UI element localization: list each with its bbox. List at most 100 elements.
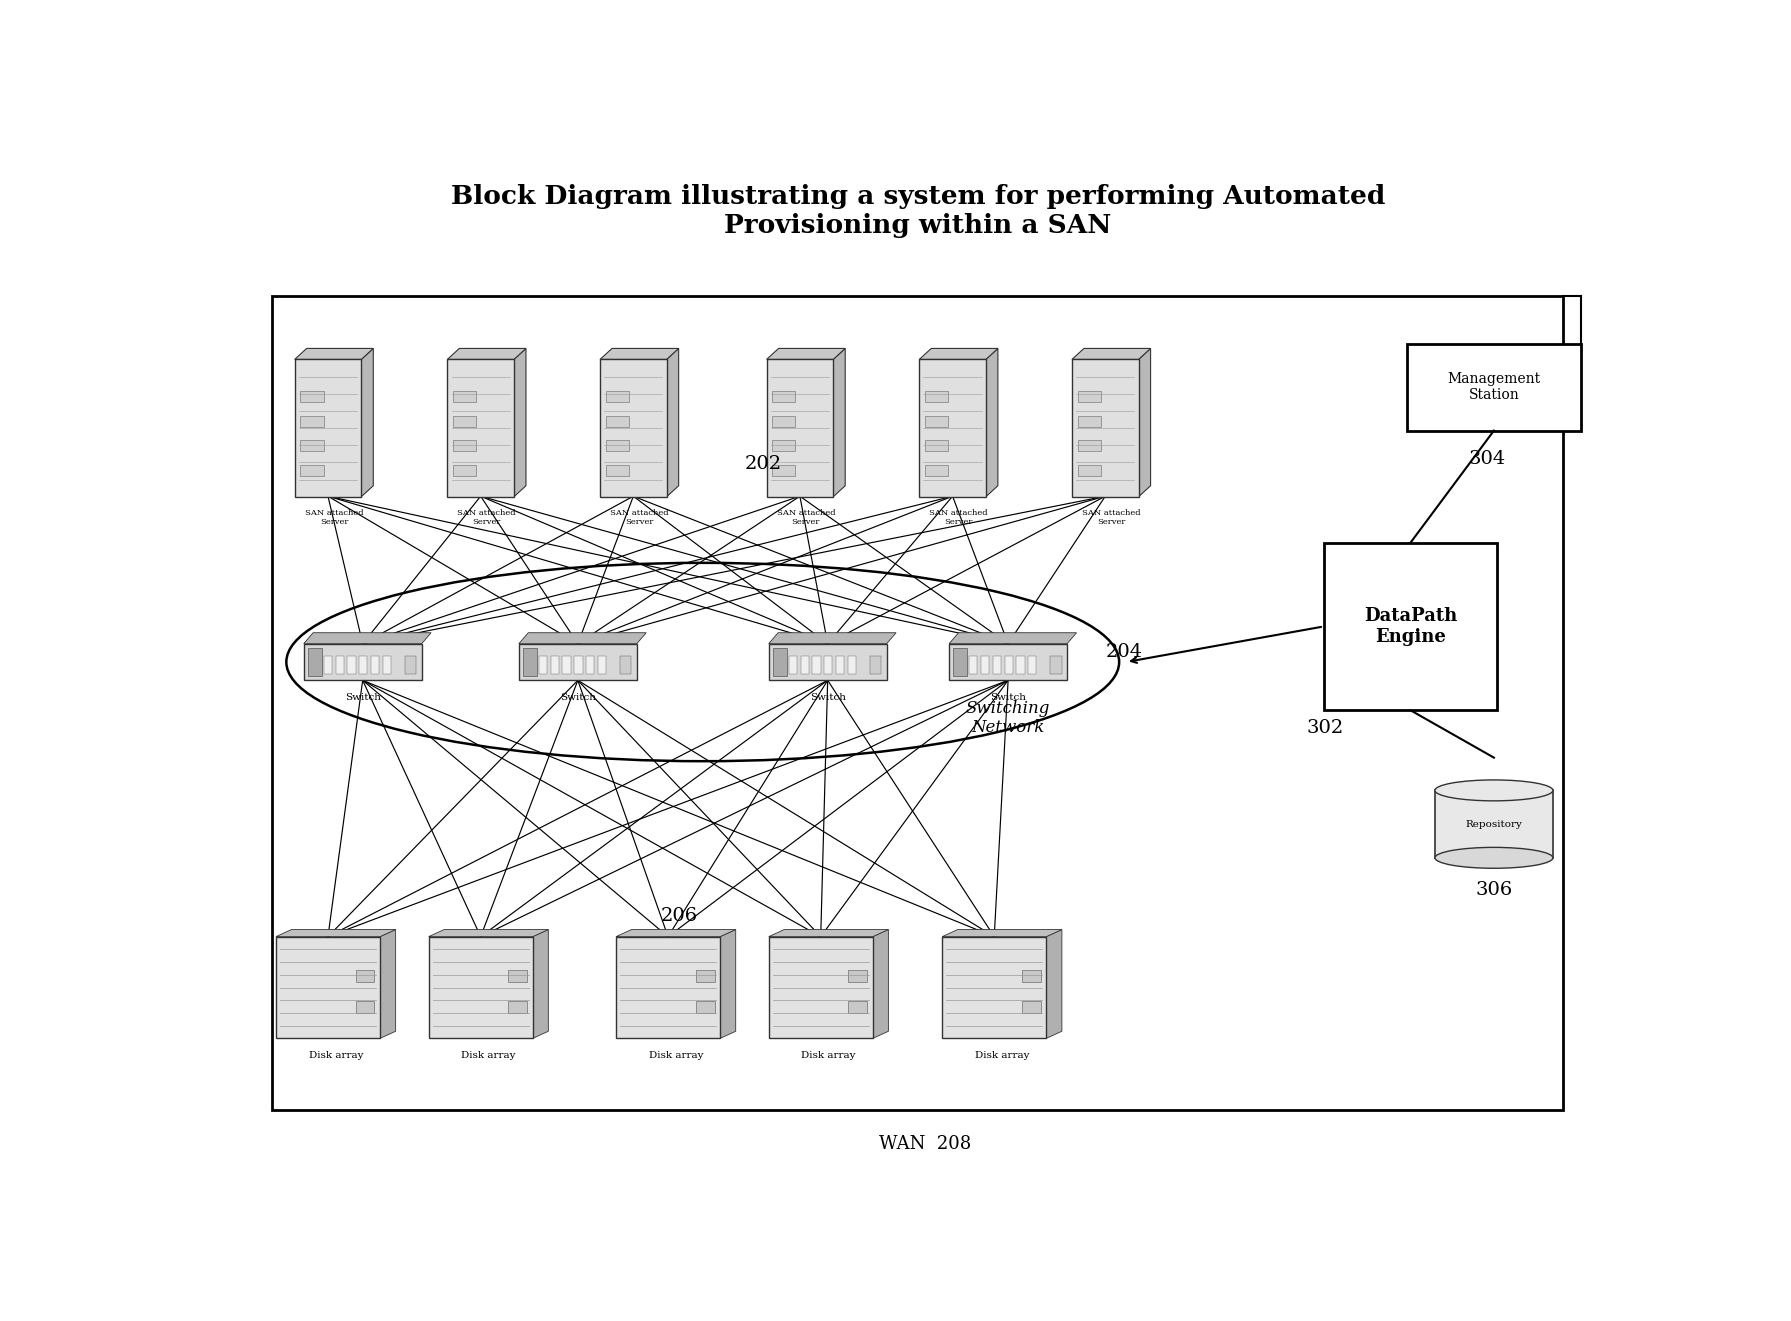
Bar (767, 359, 833, 497)
Bar (768, 643, 887, 680)
Bar (949, 643, 1067, 680)
Bar (969, 657, 978, 674)
Bar (453, 440, 476, 452)
Bar (605, 391, 629, 402)
Polygon shape (600, 349, 679, 359)
Text: WAN  208: WAN 208 (879, 1135, 971, 1153)
Bar (605, 416, 629, 427)
Bar (405, 657, 416, 674)
Bar (356, 970, 374, 983)
Polygon shape (514, 349, 527, 497)
Bar (605, 440, 629, 452)
Bar (924, 416, 947, 427)
Polygon shape (296, 349, 373, 359)
Polygon shape (532, 930, 548, 1038)
Bar (509, 1001, 527, 1013)
Polygon shape (380, 930, 396, 1038)
Polygon shape (949, 633, 1076, 643)
Text: Repository: Repository (1465, 819, 1522, 828)
Text: Disk array: Disk array (462, 1050, 516, 1059)
Polygon shape (919, 349, 998, 359)
Text: Switch: Switch (561, 692, 596, 701)
Polygon shape (720, 930, 736, 1038)
Bar (523, 647, 537, 676)
Bar (772, 440, 795, 452)
Bar (301, 465, 324, 476)
Ellipse shape (1435, 847, 1553, 868)
Bar (356, 1001, 374, 1013)
Bar (1015, 657, 1024, 674)
Bar (772, 391, 795, 402)
Bar (1005, 657, 1014, 674)
Bar (598, 657, 605, 674)
Bar (586, 657, 595, 674)
Text: Block Diagram illustrating a system for performing Automated
Provisioning within: Block Diagram illustrating a system for … (451, 184, 1384, 238)
Bar (924, 465, 947, 476)
Text: SAN attached
Server: SAN attached Server (611, 509, 668, 526)
Bar (1435, 790, 1553, 857)
Bar (1324, 543, 1497, 711)
Text: Disk array: Disk array (974, 1050, 1030, 1059)
Bar (296, 359, 362, 497)
Bar (849, 970, 867, 983)
Bar (953, 647, 967, 676)
Bar (605, 465, 629, 476)
Bar (695, 970, 715, 983)
Ellipse shape (1435, 779, 1553, 801)
Polygon shape (768, 930, 888, 937)
Bar (308, 647, 322, 676)
Bar (575, 657, 582, 674)
Bar (1408, 345, 1581, 431)
Polygon shape (428, 930, 548, 937)
Polygon shape (1073, 349, 1150, 359)
Bar (772, 465, 795, 476)
Polygon shape (1139, 349, 1150, 497)
Bar (942, 937, 1046, 1038)
Polygon shape (985, 349, 998, 497)
Text: Switch: Switch (990, 692, 1026, 701)
Bar (324, 657, 331, 674)
Text: SAN attached
Server: SAN attached Server (457, 509, 516, 526)
Bar (1073, 359, 1139, 497)
Polygon shape (519, 633, 647, 643)
Bar (695, 1001, 715, 1013)
Bar (453, 416, 476, 427)
Text: SAN attached
Server: SAN attached Server (1082, 509, 1141, 526)
Bar (849, 1001, 867, 1013)
Text: Disk array: Disk array (801, 1050, 856, 1059)
Bar (1078, 391, 1101, 402)
Text: Switching
Network: Switching Network (965, 700, 1050, 736)
Bar (371, 657, 380, 674)
Bar (301, 440, 324, 452)
Bar (924, 440, 947, 452)
Bar (768, 937, 872, 1038)
Text: Disk array: Disk array (648, 1050, 704, 1059)
Bar (824, 657, 833, 674)
Bar (1028, 657, 1037, 674)
Text: Disk array: Disk array (308, 1050, 364, 1059)
Bar (428, 937, 532, 1038)
Polygon shape (666, 349, 679, 497)
Bar (616, 937, 720, 1038)
Bar (519, 643, 638, 680)
Bar (304, 643, 421, 680)
Polygon shape (304, 633, 432, 643)
Text: Switch: Switch (810, 692, 845, 701)
Bar (383, 657, 390, 674)
Bar (919, 359, 985, 497)
Text: SAN attached
Server: SAN attached Server (304, 509, 364, 526)
Bar (1078, 465, 1101, 476)
Text: 204: 204 (1105, 643, 1143, 660)
Bar (301, 391, 324, 402)
Bar (788, 657, 797, 674)
Bar (562, 657, 571, 674)
Polygon shape (448, 349, 527, 359)
Bar (1078, 440, 1101, 452)
Bar (1078, 416, 1101, 427)
Bar (539, 657, 546, 674)
Bar (801, 657, 810, 674)
Bar (1023, 970, 1041, 983)
Bar (453, 391, 476, 402)
Bar (813, 657, 820, 674)
Bar (992, 657, 1001, 674)
